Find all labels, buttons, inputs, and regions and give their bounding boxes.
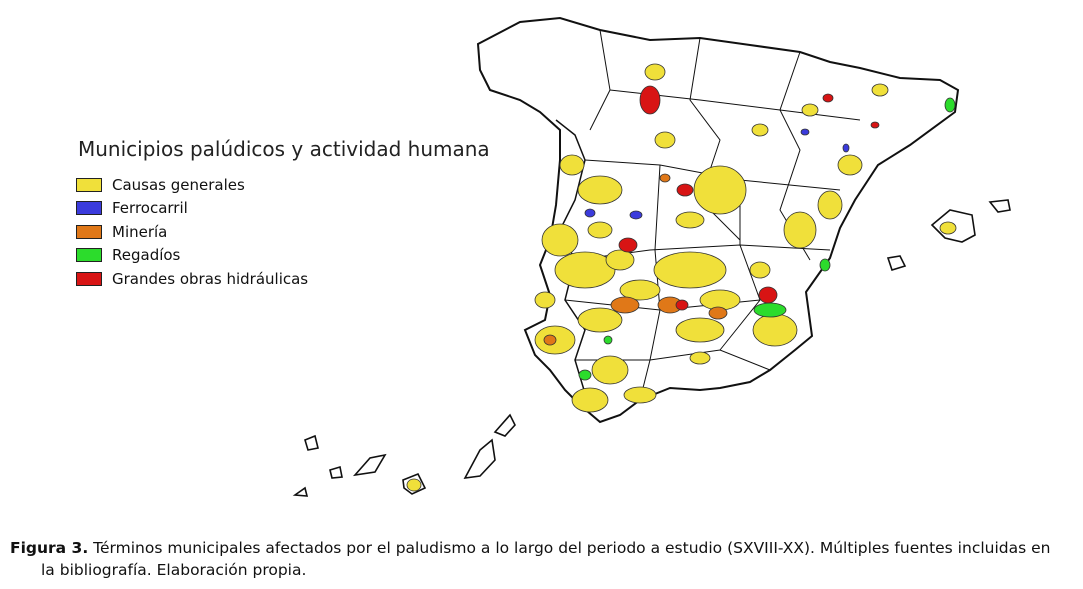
legend-label: Regadíos: [112, 246, 181, 265]
legend-item-ferrocarril: Ferrocarril: [76, 197, 490, 221]
legend-swatch: [76, 201, 102, 216]
legend-label: Minería: [112, 222, 168, 241]
legend-item-causas-generales: Causas generales: [76, 173, 490, 197]
caption-text: Términos municipales afectados por el pa…: [88, 539, 1051, 557]
causas-generales-areas: [534, 63, 889, 413]
legend-item-mineria: Minería: [76, 220, 490, 244]
legend-title: Municipios palúdicos y actividad humana: [78, 137, 490, 161]
iberian-peninsula: [476, 16, 960, 424]
caption-lead: Figura 3.: [10, 539, 89, 557]
legend-label: Causas generales: [112, 175, 245, 194]
legend-item-obras-hidraulicas: Grandes obras hidráulicas: [76, 267, 490, 291]
legend-swatch: [76, 224, 102, 239]
canary-islands: [292, 413, 516, 497]
legend-item-regadios: Regadíos: [76, 244, 490, 268]
caption-continuation: la bibliografía. Elaboración propia.: [41, 561, 307, 579]
balearic-islands: [886, 199, 1011, 271]
legend-swatch: [76, 177, 102, 192]
regadios-areas: [578, 97, 956, 381]
legend-swatch: [76, 271, 102, 286]
legend: Municipios palúdicos y actividad humana …: [76, 137, 490, 291]
legend-label: Ferrocarril: [112, 199, 188, 218]
figure-caption: Figura 3. Términos municipales afectados…: [10, 537, 1075, 581]
obras-hidraulicas-areas: [618, 85, 880, 311]
legend-swatch: [76, 248, 102, 263]
mineria-areas: [543, 173, 728, 346]
ferrocarril-areas: [584, 128, 850, 220]
spain-malaria-map: [292, 16, 1011, 497]
legend-label: Grandes obras hidráulicas: [112, 269, 309, 288]
